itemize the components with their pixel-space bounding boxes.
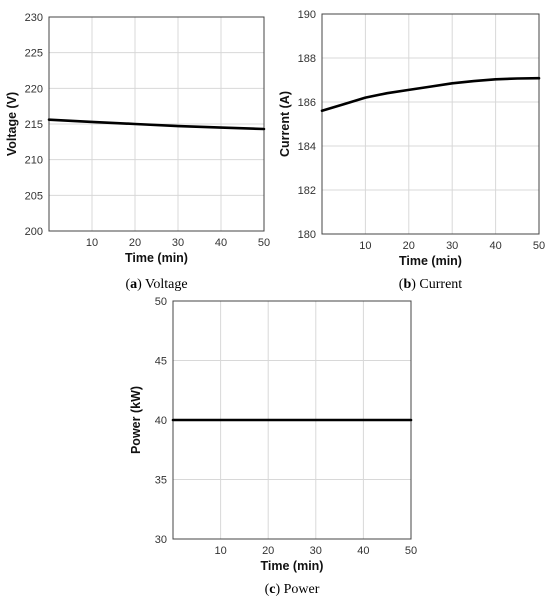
chart-a-x-tick-label: 20 bbox=[129, 237, 141, 249]
chart-b-y-tick-label: 182 bbox=[298, 185, 316, 197]
chart-b-y-tick-label: 184 bbox=[298, 141, 316, 153]
chart-c-y-tick-label: 40 bbox=[155, 415, 167, 427]
chart-c-x-tick-label: 30 bbox=[310, 545, 322, 557]
chart-b-x-tick-label: 20 bbox=[403, 240, 415, 252]
chart-c-y-tick-label: 50 bbox=[155, 296, 167, 308]
chart-a-axes-frame bbox=[48, 16, 265, 232]
chart-b-y-tick-label: 180 bbox=[298, 229, 316, 241]
chart-b-x-tick-label: 50 bbox=[533, 240, 545, 252]
chart-a-y-tick-label: 210 bbox=[25, 155, 43, 167]
chart-b-plot-area bbox=[322, 14, 539, 234]
chart-c-caption: (c) Power bbox=[265, 582, 320, 597]
chart-a-caption: (a) Voltage bbox=[125, 277, 187, 292]
chart-b-axes-frame bbox=[321, 13, 540, 235]
chart-b-x-axis-label: Time (min) bbox=[399, 254, 462, 268]
chart-a-y-tick-label: 230 bbox=[25, 12, 43, 24]
chart-b-x-tick-label: 10 bbox=[359, 240, 371, 252]
chart-a-y-tick-label: 200 bbox=[25, 226, 43, 238]
chart-a: 10 20 30 40 50 200 205 210 215 220 225 230 Time (min… bbox=[5, 12, 270, 292]
chart-a-x-tick-label: 50 bbox=[258, 237, 270, 249]
chart-a-y-tick-label: 225 bbox=[25, 48, 43, 60]
chart-b-y-tick-label: 186 bbox=[298, 97, 316, 109]
chart-a-x-tick-label: 10 bbox=[86, 237, 98, 249]
chart-c: 10 20 30 40 50 30 35 40 45 50 Time (min) Power (kW)… bbox=[129, 296, 417, 597]
chart-c-y-tick-label: 45 bbox=[155, 356, 167, 368]
chart-c-y-axis-label: Power (kW) bbox=[129, 386, 143, 454]
chart-a-y-tick-label: 205 bbox=[25, 190, 43, 202]
chart-b-y-tick-label: 190 bbox=[298, 9, 316, 21]
chart-c-x-tick-label: 50 bbox=[405, 545, 417, 557]
chart-b-caption: (b) Current bbox=[399, 277, 463, 292]
chart-a-y-axis-label: Voltage (V) bbox=[5, 92, 19, 156]
chart-b-y-tick-label: 188 bbox=[298, 53, 316, 65]
chart-b-x-tick-label: 40 bbox=[489, 240, 501, 252]
chart-a-x-tick-label: 30 bbox=[172, 237, 184, 249]
chart-a-y-tick-label: 220 bbox=[25, 83, 43, 95]
chart-b-x-tick-label: 30 bbox=[446, 240, 458, 252]
chart-c-y-tick-label: 30 bbox=[155, 534, 167, 546]
chart-a-y-tick-label: 215 bbox=[25, 119, 43, 131]
chart-c-x-tick-label: 20 bbox=[262, 545, 274, 557]
chart-c-x-axis-label: Time (min) bbox=[261, 559, 324, 573]
chart-a-x-axis-label: Time (min) bbox=[125, 251, 188, 265]
chart-a-series-line bbox=[47, 118, 266, 131]
chart-a-x-tick-label: 40 bbox=[215, 237, 227, 249]
chart-c-y-tick-label: 35 bbox=[155, 475, 167, 487]
chart-b-y-axis-label: Current (A) bbox=[278, 91, 292, 157]
chart-b-series-line bbox=[320, 76, 541, 113]
chart-c-x-tick-label: 40 bbox=[357, 545, 369, 557]
chart-c-x-tick-label: 10 bbox=[214, 545, 226, 557]
chart-b: 10 20 30 40 50 180 182 184 186 188 190 Time (min) Cu… bbox=[278, 9, 545, 292]
